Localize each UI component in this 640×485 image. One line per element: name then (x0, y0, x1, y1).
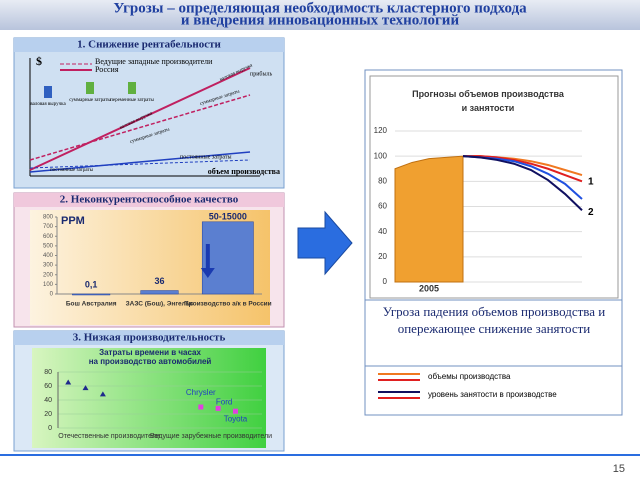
panel-header (14, 331, 284, 345)
point (232, 408, 238, 414)
axis-symbol: $ (36, 54, 42, 68)
annotation: 2 (588, 207, 594, 218)
caption-box: Угроза падения объемов производства и оп… (382, 304, 606, 336)
x-tick-label: Бош Австралия (66, 301, 117, 308)
point-label: Toyota (224, 414, 248, 423)
y-tick-label: 20 (378, 252, 387, 261)
label: переменные затраты (110, 98, 154, 103)
point (198, 404, 204, 410)
fixed-line (29, 151, 251, 173)
y-tick-label: 60 (44, 383, 52, 390)
y-label: PPM (61, 215, 85, 227)
title: Угрозы – определяющая необходимость клас… (113, 0, 527, 16)
area (394, 155, 464, 283)
label: постоянные затраты (180, 154, 232, 160)
bar (201, 221, 254, 295)
y-tick-label: 100 (374, 151, 388, 160)
chart-title: Затраты времени в часах на производство а… (89, 348, 212, 366)
caption: Угроза падения объемов производства и оп… (382, 304, 606, 336)
y-tick-label: 300 (43, 263, 54, 269)
point (65, 379, 72, 385)
panel (13, 37, 285, 189)
panel-title: 3. Низкая производительность (73, 332, 226, 344)
title-band (0, 0, 640, 30)
annotation: 50-15000 (209, 211, 247, 221)
y-tick-label: 200 (43, 272, 54, 278)
legend-label: объемы производства (428, 372, 511, 381)
value-label: 36 (154, 276, 164, 286)
x-tick-label: Ведущие зарубежные производители (150, 432, 272, 440)
point (99, 391, 106, 397)
arrow (200, 244, 215, 278)
point-label: Chrysler (186, 388, 216, 397)
y-tick-label: 800 (43, 215, 54, 221)
label: объем производства (208, 167, 280, 176)
legend-label: Ведущие западные производители (95, 57, 213, 66)
y-tick-label: 80 (44, 369, 52, 376)
y-tick-label: 40 (44, 397, 52, 404)
y-tick-label: 400 (43, 253, 54, 259)
y-tick-label: 0 (383, 277, 388, 286)
label: прибыль (250, 70, 273, 77)
y-tick-label: 20 (44, 411, 52, 418)
icon (86, 82, 94, 94)
y-tick-label: 500 (43, 243, 54, 249)
y-tick-label: 600 (43, 234, 54, 240)
y-tick-label: 0 (48, 425, 52, 432)
y-tick-label: 0 (50, 292, 54, 298)
annotation: 1 (588, 177, 594, 188)
label: валовая выручка (30, 102, 66, 107)
fixed-line (29, 159, 251, 169)
bar (140, 290, 179, 295)
point (82, 385, 89, 391)
y-tick-label: 100 (43, 282, 54, 288)
x-tick-label: Отечественные производители (58, 433, 160, 440)
x-tick-label: 2005 (419, 283, 439, 293)
y-tick-label: 40 (378, 227, 387, 236)
x-tick-label: Производство а/к в России (184, 301, 272, 308)
chart-title: Прогнозы объемов производства и занятости (412, 89, 565, 113)
panel-header (14, 38, 284, 52)
chart-bg (32, 348, 266, 448)
y-tick-label: 60 (378, 202, 387, 211)
value-label: 0,1 (85, 279, 98, 289)
y-tick-label: 700 (43, 224, 54, 230)
legend-label: уровень занятости в производстве (428, 390, 557, 399)
panel-header (14, 193, 284, 207)
x-tick-label: ЗАЗС (Бош), Энгельс (126, 301, 194, 308)
line (462, 155, 583, 211)
legend-label: Россия (95, 65, 119, 74)
panel-title: 1. Снижение рентабельности (77, 39, 221, 51)
panel-title: 2. Неконкурентоспособное качество (60, 194, 239, 206)
icon (128, 82, 136, 94)
page-number: 15 (613, 463, 625, 475)
point (215, 405, 221, 411)
line-label: постоянные затраты (50, 168, 94, 173)
y-tick-label: 80 (378, 176, 387, 185)
point-label: Ford (216, 398, 232, 407)
title: и внедрения инновационных технологий (181, 12, 460, 28)
bar (72, 293, 111, 296)
label: суммарные затраты (69, 98, 111, 103)
y-tick-label: 120 (374, 126, 388, 135)
revenue-line (29, 67, 251, 171)
icon (44, 86, 52, 98)
cost-line (29, 94, 251, 161)
line (463, 155, 583, 183)
arrow (297, 210, 353, 276)
